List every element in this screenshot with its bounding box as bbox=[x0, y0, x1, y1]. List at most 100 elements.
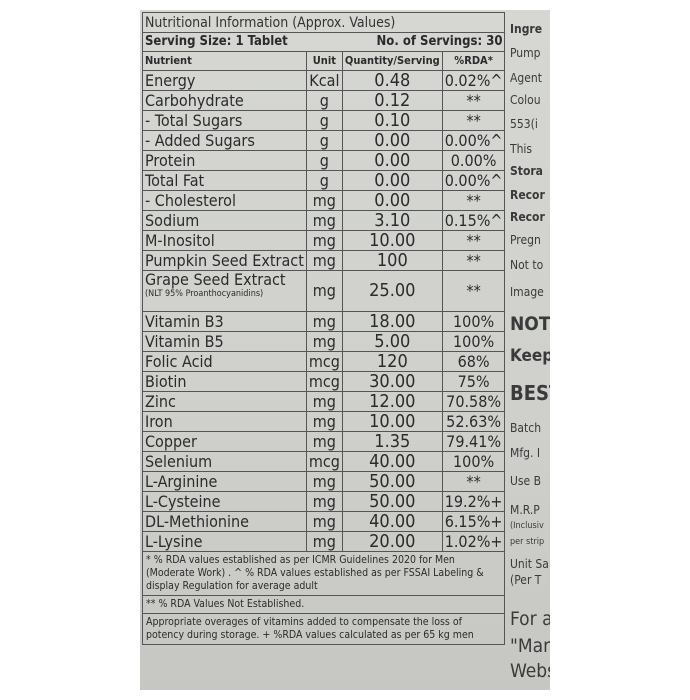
rda-percent: ** bbox=[441, 250, 506, 271]
quantity: 5.00 bbox=[341, 331, 443, 352]
nutrient-name-text: L-Cysteine bbox=[145, 491, 221, 511]
side-text-line: Not to bbox=[510, 258, 544, 272]
nutrient-name: Selenium bbox=[142, 451, 307, 472]
rda-percent: 0.02%^ bbox=[441, 70, 506, 91]
quantity: 12.00 bbox=[341, 391, 443, 412]
unit: mcg bbox=[305, 451, 343, 472]
footnote-row: * % RDA values established as per ICMR G… bbox=[141, 551, 506, 596]
side-text-line: Agent bbox=[510, 71, 542, 85]
rda-percent: 52.63% bbox=[441, 411, 506, 432]
nutrient-name: Iron bbox=[142, 411, 307, 432]
nutrient-name: Zinc bbox=[142, 391, 307, 412]
table-row: - Cholesterol mg 0.00 ** bbox=[142, 190, 506, 211]
quantity-text: 40.00 bbox=[369, 511, 416, 532]
unit-text: mg bbox=[312, 331, 336, 351]
quantity: 40.00 bbox=[341, 511, 443, 532]
rda-percent-text: ** bbox=[466, 230, 481, 250]
nutrient-name: Grape Seed Extract (NLT 95% Proanthocyani… bbox=[142, 270, 307, 312]
quantity-text: 20.00 bbox=[369, 531, 416, 552]
unit-text: g bbox=[319, 170, 329, 190]
unit: g bbox=[305, 110, 343, 131]
quantity-text: 0.00 bbox=[374, 190, 411, 211]
unit: mg bbox=[305, 531, 343, 552]
unit-text: mg bbox=[312, 230, 336, 250]
rda-percent: 70.58% bbox=[441, 391, 506, 412]
quantity-text: 30.00 bbox=[369, 371, 416, 392]
unit: mg bbox=[305, 210, 343, 231]
unit: mg bbox=[305, 270, 343, 312]
quantity-text: 1.35 bbox=[374, 431, 411, 452]
unit-text: mcg bbox=[308, 451, 340, 471]
unit: mg bbox=[305, 471, 343, 492]
side-text-line: "Mark bbox=[510, 635, 550, 657]
nutrient-name-text: Pumpkin Seed Extract bbox=[145, 250, 304, 270]
table-row: Carbohydrate g 0.12 ** bbox=[142, 90, 506, 111]
quantity: 0.12 bbox=[341, 90, 443, 111]
footnote-row: ** % RDA Values Not Established. bbox=[141, 595, 506, 614]
side-text-line: (Per T bbox=[510, 573, 542, 587]
quantity: 18.00 bbox=[341, 311, 443, 332]
side-text-line: per strip bbox=[510, 537, 545, 547]
nutrient-name-text: DL-Methionine bbox=[145, 511, 249, 531]
quantity-text: 10.00 bbox=[369, 230, 416, 251]
rda-percent: 0.15%^ bbox=[441, 210, 506, 231]
side-text-line: M.R.P bbox=[510, 503, 540, 517]
table-row: DL-Methionine mg 40.00 6.15%+ bbox=[142, 511, 506, 532]
rda-percent: ** bbox=[441, 471, 506, 492]
nutrient-name: Vitamin B5 bbox=[142, 331, 307, 352]
nutrient-name-text: Vitamin B5 bbox=[145, 331, 224, 351]
quantity: 0.00 bbox=[341, 150, 443, 171]
rda-percent: 68% bbox=[441, 351, 506, 372]
side-text-line: NOT bbox=[510, 313, 550, 335]
unit: mg bbox=[305, 491, 343, 512]
table-row: Sodium mg 3.10 0.15%^ bbox=[142, 210, 506, 231]
quantity: 0.10 bbox=[341, 110, 443, 131]
unit: mg bbox=[305, 411, 343, 432]
table-row: - Total Sugars g 0.10 ** bbox=[142, 110, 506, 131]
side-text-line: Colou bbox=[510, 93, 541, 107]
quantity: 120 bbox=[341, 351, 443, 372]
quantity: 0.00 bbox=[341, 190, 443, 211]
quantity-text: 50.00 bbox=[369, 471, 416, 492]
rda-percent-text: 1.02%+ bbox=[444, 531, 503, 551]
rda-percent: 1.02%+ bbox=[441, 531, 506, 552]
quantity: 3.10 bbox=[341, 210, 443, 231]
nutrient-name-text: Vitamin B3 bbox=[145, 311, 224, 331]
unit-text: g bbox=[319, 90, 329, 110]
rda-percent-text: 52.63% bbox=[446, 411, 502, 431]
rda-percent: ** bbox=[441, 110, 506, 131]
quantity-text: 0.00 bbox=[374, 170, 411, 191]
unit: mcg bbox=[305, 351, 343, 372]
quantity: 40.00 bbox=[341, 451, 443, 472]
rda-percent: 100% bbox=[441, 311, 506, 332]
rda-percent-text: 0.00%^ bbox=[444, 170, 503, 190]
unit-text: mg bbox=[312, 250, 336, 270]
rda-percent-text: 0.02%^ bbox=[444, 70, 503, 90]
quantity-text: 3.10 bbox=[374, 210, 411, 231]
nutrient-name: Vitamin B3 bbox=[142, 311, 307, 332]
quantity: 50.00 bbox=[341, 491, 443, 512]
side-text-line: Stora bbox=[510, 164, 543, 178]
rda-percent-text: 79.41% bbox=[446, 431, 502, 451]
side-text-line: Recor bbox=[510, 188, 545, 202]
quantity: 1.35 bbox=[341, 431, 443, 452]
side-text-line: Use B bbox=[510, 474, 542, 488]
rda-percent-text: 100% bbox=[453, 311, 495, 331]
nutrient-name: M-Inositol bbox=[142, 230, 307, 251]
quantity-text: 5.00 bbox=[374, 331, 411, 352]
serving-size: Serving Size: 1 Tablet bbox=[142, 32, 343, 52]
unit-text: mg bbox=[312, 391, 336, 411]
quantity: 30.00 bbox=[341, 371, 443, 392]
nutrient-name: Energy bbox=[142, 70, 307, 91]
unit-text: mg bbox=[312, 411, 336, 431]
unit: g bbox=[305, 90, 343, 111]
unit-text: mcg bbox=[308, 351, 340, 371]
nutrient-name: Protein bbox=[142, 150, 307, 171]
side-text-line: This bbox=[510, 142, 533, 156]
table-row: Biotin mcg 30.00 75% bbox=[142, 371, 506, 392]
footnote-row: Appropriate overages of vitamins added t… bbox=[141, 613, 506, 645]
side-text-line: (Inclusiv bbox=[510, 521, 544, 531]
rda-percent: ** bbox=[441, 270, 506, 312]
unit: g bbox=[305, 150, 343, 171]
table-row: Energy Kcal 0.48 0.02%^ bbox=[142, 70, 506, 91]
